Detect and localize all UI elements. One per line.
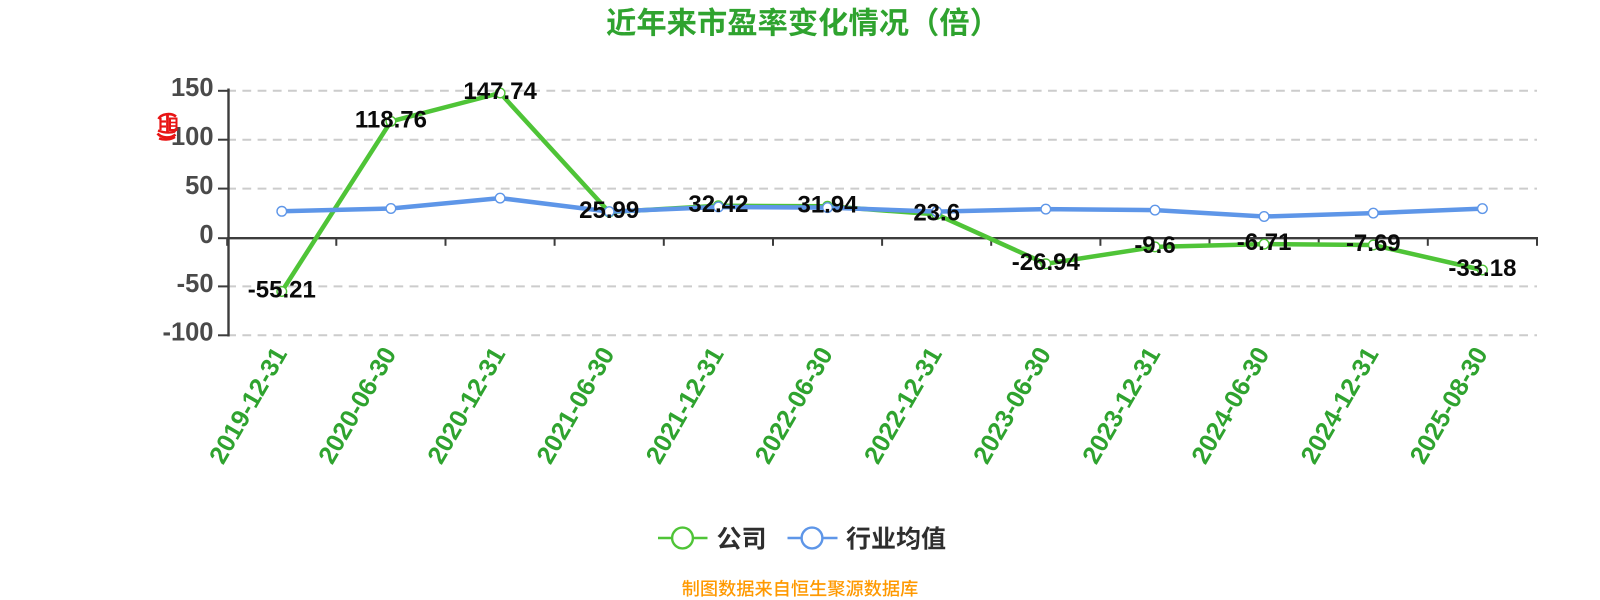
svg-text:-100: -100 — [162, 319, 213, 347]
svg-text:-26.94: -26.94 — [1012, 249, 1081, 276]
svg-text:23.6: 23.6 — [913, 199, 960, 226]
svg-text:2024-12-31: 2024-12-31 — [1296, 343, 1385, 469]
svg-text:100: 100 — [171, 123, 214, 151]
svg-text:2022-12-31: 2022-12-31 — [859, 343, 948, 469]
svg-text:147.74: 147.74 — [463, 78, 537, 105]
svg-text:2024-06-30: 2024-06-30 — [1186, 343, 1275, 469]
svg-text:2023-06-30: 2023-06-30 — [968, 343, 1057, 469]
svg-text:-9.6: -9.6 — [1134, 232, 1175, 259]
svg-text:150: 150 — [171, 74, 214, 102]
svg-text:25.99: 25.99 — [579, 197, 639, 224]
svg-text:-33.18: -33.18 — [1448, 255, 1516, 282]
svg-text:-55.21: -55.21 — [248, 277, 316, 304]
svg-text:50: 50 — [185, 172, 213, 200]
svg-text:0: 0 — [199, 221, 213, 249]
svg-text:2022-06-30: 2022-06-30 — [750, 343, 839, 469]
svg-text:-50: -50 — [177, 270, 214, 298]
svg-text:32.42: 32.42 — [688, 191, 748, 218]
svg-text:2020-12-31: 2020-12-31 — [422, 343, 511, 469]
svg-text:2023-12-31: 2023-12-31 — [1077, 343, 1166, 469]
svg-text:-6.71: -6.71 — [1237, 229, 1292, 256]
svg-text:118.76: 118.76 — [355, 106, 427, 133]
svg-text:2025-08-30: 2025-08-30 — [1405, 343, 1494, 469]
svg-text:2021-12-31: 2021-12-31 — [641, 343, 730, 469]
svg-text:31.94: 31.94 — [797, 191, 858, 218]
svg-text:-7.69: -7.69 — [1346, 230, 1401, 257]
svg-text:2019-12-31: 2019-12-31 — [204, 343, 293, 469]
svg-text:2021-06-30: 2021-06-30 — [531, 343, 620, 469]
svg-text:2020-06-30: 2020-06-30 — [313, 343, 402, 469]
